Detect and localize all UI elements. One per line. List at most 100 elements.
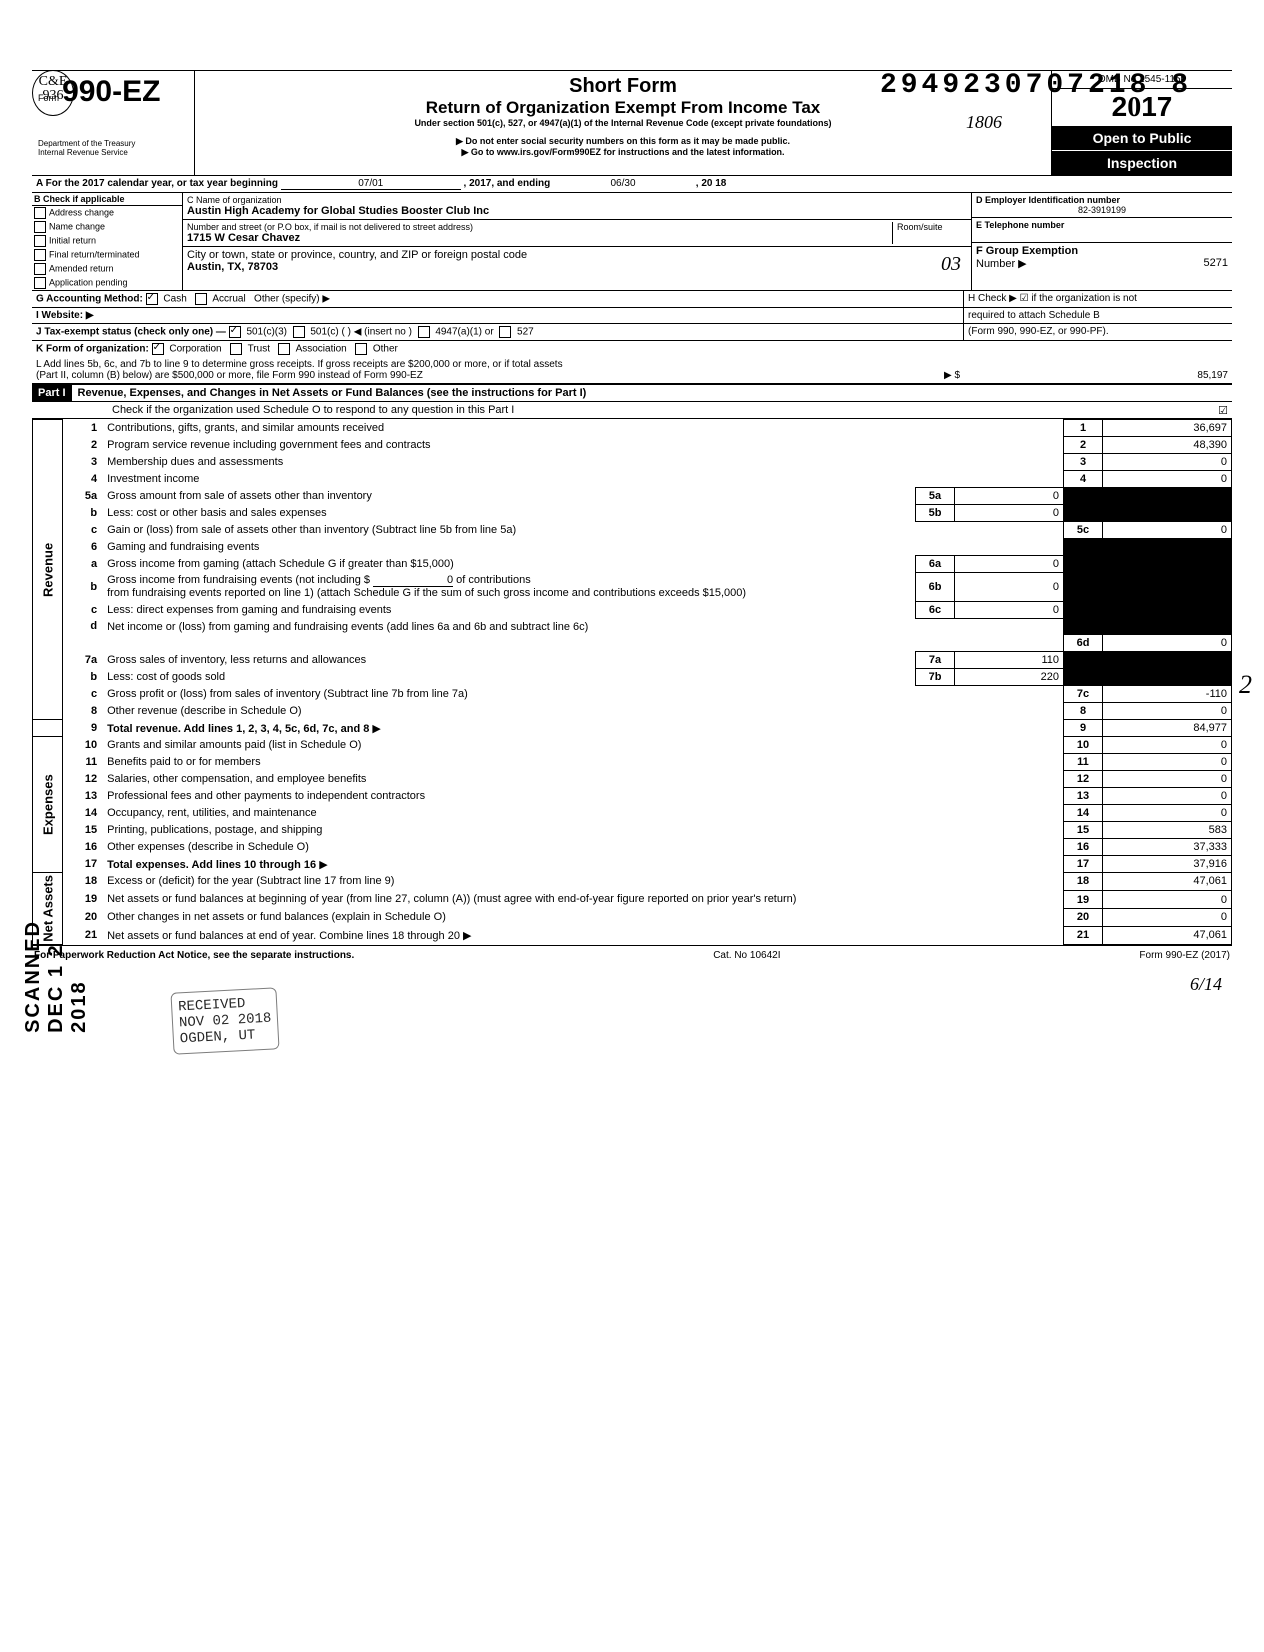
line10-amt: 0 [1103, 737, 1232, 754]
line1-desc: Contributions, gifts, grants, and simila… [107, 422, 384, 434]
checkbox-application-pending[interactable] [34, 277, 46, 289]
side-expenses: Expenses [33, 737, 63, 873]
form-name: 990-EZ [62, 75, 160, 108]
row-a: A For the 2017 calendar year, or tax yea… [32, 176, 1232, 193]
row-g-h: G Accounting Method: Cash Accrual Other … [32, 291, 1232, 308]
row-l-1: L Add lines 5b, 6c, and 7b to line 9 to … [36, 359, 563, 370]
handwritten-03: 03 [941, 253, 961, 276]
label-4947: 4947(a)(1) or [435, 327, 493, 338]
line5c-amt: 0 [1103, 522, 1232, 539]
open-public-1: Open to Public [1052, 126, 1232, 150]
row-a-begin: 07/01 [281, 178, 461, 190]
section-f-num: Number ▶ [976, 258, 1027, 270]
line6c-amt: 0 [955, 601, 1064, 618]
city-label: City or town, state or province, country… [187, 249, 527, 261]
checkbox-cash[interactable] [146, 293, 158, 305]
line6c-desc: Less: direct expenses from gaming and fu… [107, 604, 391, 616]
line7b-amt: 220 [955, 669, 1064, 686]
footer-right: Form 990-EZ (2017) [1139, 950, 1230, 961]
row-i: I Website: ▶ required to attach Schedule… [32, 308, 1232, 324]
line19-amt: 0 [1103, 890, 1232, 908]
form-page: C&E 936 2949230707218 8 1806 Form 990-EZ… [32, 70, 1232, 965]
line10-desc: Grants and similar amounts paid (list in… [107, 739, 361, 751]
line1-amt: 36,697 [1103, 420, 1232, 437]
checkbox-accrual[interactable] [195, 293, 207, 305]
org-city: Austin, TX, 78703 [187, 261, 278, 273]
label-trust: Trust [248, 344, 270, 355]
handwritten-1806: 1806 [966, 112, 1002, 133]
line6d-desc: Net income or (loss) from gaming and fun… [107, 621, 588, 633]
label-amended-return: Amended return [49, 263, 114, 273]
row-l: L Add lines 5b, 6c, and 7b to line 9 to … [32, 357, 1232, 384]
line13-desc: Professional fees and other payments to … [107, 790, 425, 802]
row-h-sub: required to attach Schedule B [968, 310, 1100, 321]
label-other-method: Other (specify) ▶ [254, 294, 330, 305]
line15-desc: Printing, publications, postage, and shi… [107, 824, 322, 836]
checkbox-name-change[interactable] [34, 221, 46, 233]
line9-amt: 84,977 [1103, 720, 1232, 737]
checkbox-final-return[interactable] [34, 249, 46, 261]
line5b-desc: Less: cost or other basis and sales expe… [107, 507, 327, 519]
line5c-desc: Gain or (loss) from sale of assets other… [107, 524, 516, 536]
line16-desc: Other expenses (describe in Schedule O) [107, 841, 309, 853]
row-h-label: H Check ▶ ☑ if the organization is not [968, 293, 1137, 304]
part1-check-label: Check if the organization used Schedule … [112, 404, 514, 416]
label-other-org: Other [373, 344, 398, 355]
checkbox-trust[interactable] [230, 343, 242, 355]
line3-desc: Membership dues and assessments [107, 456, 283, 468]
line7a-desc: Gross sales of inventory, less returns a… [107, 654, 366, 666]
label-association: Association [296, 344, 347, 355]
checkbox-association[interactable] [278, 343, 290, 355]
room-suite-label: Room/suite [892, 222, 967, 244]
row-a-end: 06/30 [553, 178, 693, 189]
row-l-arrow: ▶ $ [944, 370, 960, 381]
checkbox-501c[interactable] [293, 326, 305, 338]
section-b-label: B Check if applicable [34, 194, 125, 204]
checkbox-corporation[interactable] [152, 343, 164, 355]
checkbox-address-change[interactable] [34, 207, 46, 219]
dept-treasury: Department of the Treasury [38, 139, 188, 148]
checkbox-501c3[interactable] [229, 326, 241, 338]
line3-amt: 0 [1103, 454, 1232, 471]
line6d-amt: 0 [1103, 635, 1232, 652]
line6-desc: Gaming and fundraising events [107, 541, 259, 553]
part1-checked: ☑ [1218, 404, 1228, 417]
label-501c: 501(c) ( ) ◀ (insert no ) [310, 327, 412, 338]
checkbox-527[interactable] [499, 326, 511, 338]
line6b-desc3: from fundraising events reported on line… [107, 587, 746, 599]
part1-label: Part I [32, 385, 72, 401]
line14-amt: 0 [1103, 805, 1232, 822]
line21-desc: Net assets or fund balances at end of ye… [107, 930, 460, 942]
line7c-desc: Gross profit or (loss) from sales of inv… [107, 688, 468, 700]
checkbox-amended-return[interactable] [34, 263, 46, 275]
line6a-desc: Gross income from gaming (attach Schedul… [107, 558, 454, 570]
part1-title: Revenue, Expenses, and Changes in Net As… [72, 385, 593, 401]
row-j-label: J Tax-exempt status (check only one) — [36, 327, 226, 338]
title-under: Under section 501(c), 527, or 4947(a)(1)… [205, 118, 1041, 128]
line9-desc: Total revenue. Add lines 1, 2, 3, 4, 5c,… [107, 723, 369, 735]
open-public-2: Inspection [1052, 150, 1232, 175]
line6b-desc2: of contributions [456, 574, 531, 586]
title-warn: ▶ Do not enter social security numbers o… [205, 136, 1041, 147]
line11-desc: Benefits paid to or for members [107, 756, 260, 768]
group-exemption-val: 5271 [1204, 257, 1228, 269]
line8-amt: 0 [1103, 703, 1232, 720]
line20-amt: 0 [1103, 908, 1232, 926]
label-accrual: Accrual [212, 294, 245, 305]
line4-desc: Investment income [107, 473, 199, 485]
title-goto: ▶ Go to www.irs.gov/Form990EZ for instru… [205, 147, 1041, 158]
line20-desc: Other changes in net assets or fund bala… [107, 911, 446, 923]
label-501c3: 501(c)(3) [246, 327, 287, 338]
line5a-amt: 0 [955, 488, 1064, 505]
label-527: 527 [517, 327, 534, 338]
section-f-label: F Group Exemption [976, 245, 1078, 257]
checkbox-4947[interactable] [418, 326, 430, 338]
checkbox-other-org[interactable] [355, 343, 367, 355]
line4-amt: 0 [1103, 471, 1232, 488]
side-revenue: Revenue [33, 420, 63, 720]
right-info-col: D Employer Identification number 82-3919… [972, 193, 1232, 290]
row-a-endyr: , 20 18 [696, 178, 727, 189]
handwritten-bottom: 6/14 [1190, 974, 1222, 995]
line16-amt: 37,333 [1103, 839, 1232, 856]
checkbox-initial-return[interactable] [34, 235, 46, 247]
